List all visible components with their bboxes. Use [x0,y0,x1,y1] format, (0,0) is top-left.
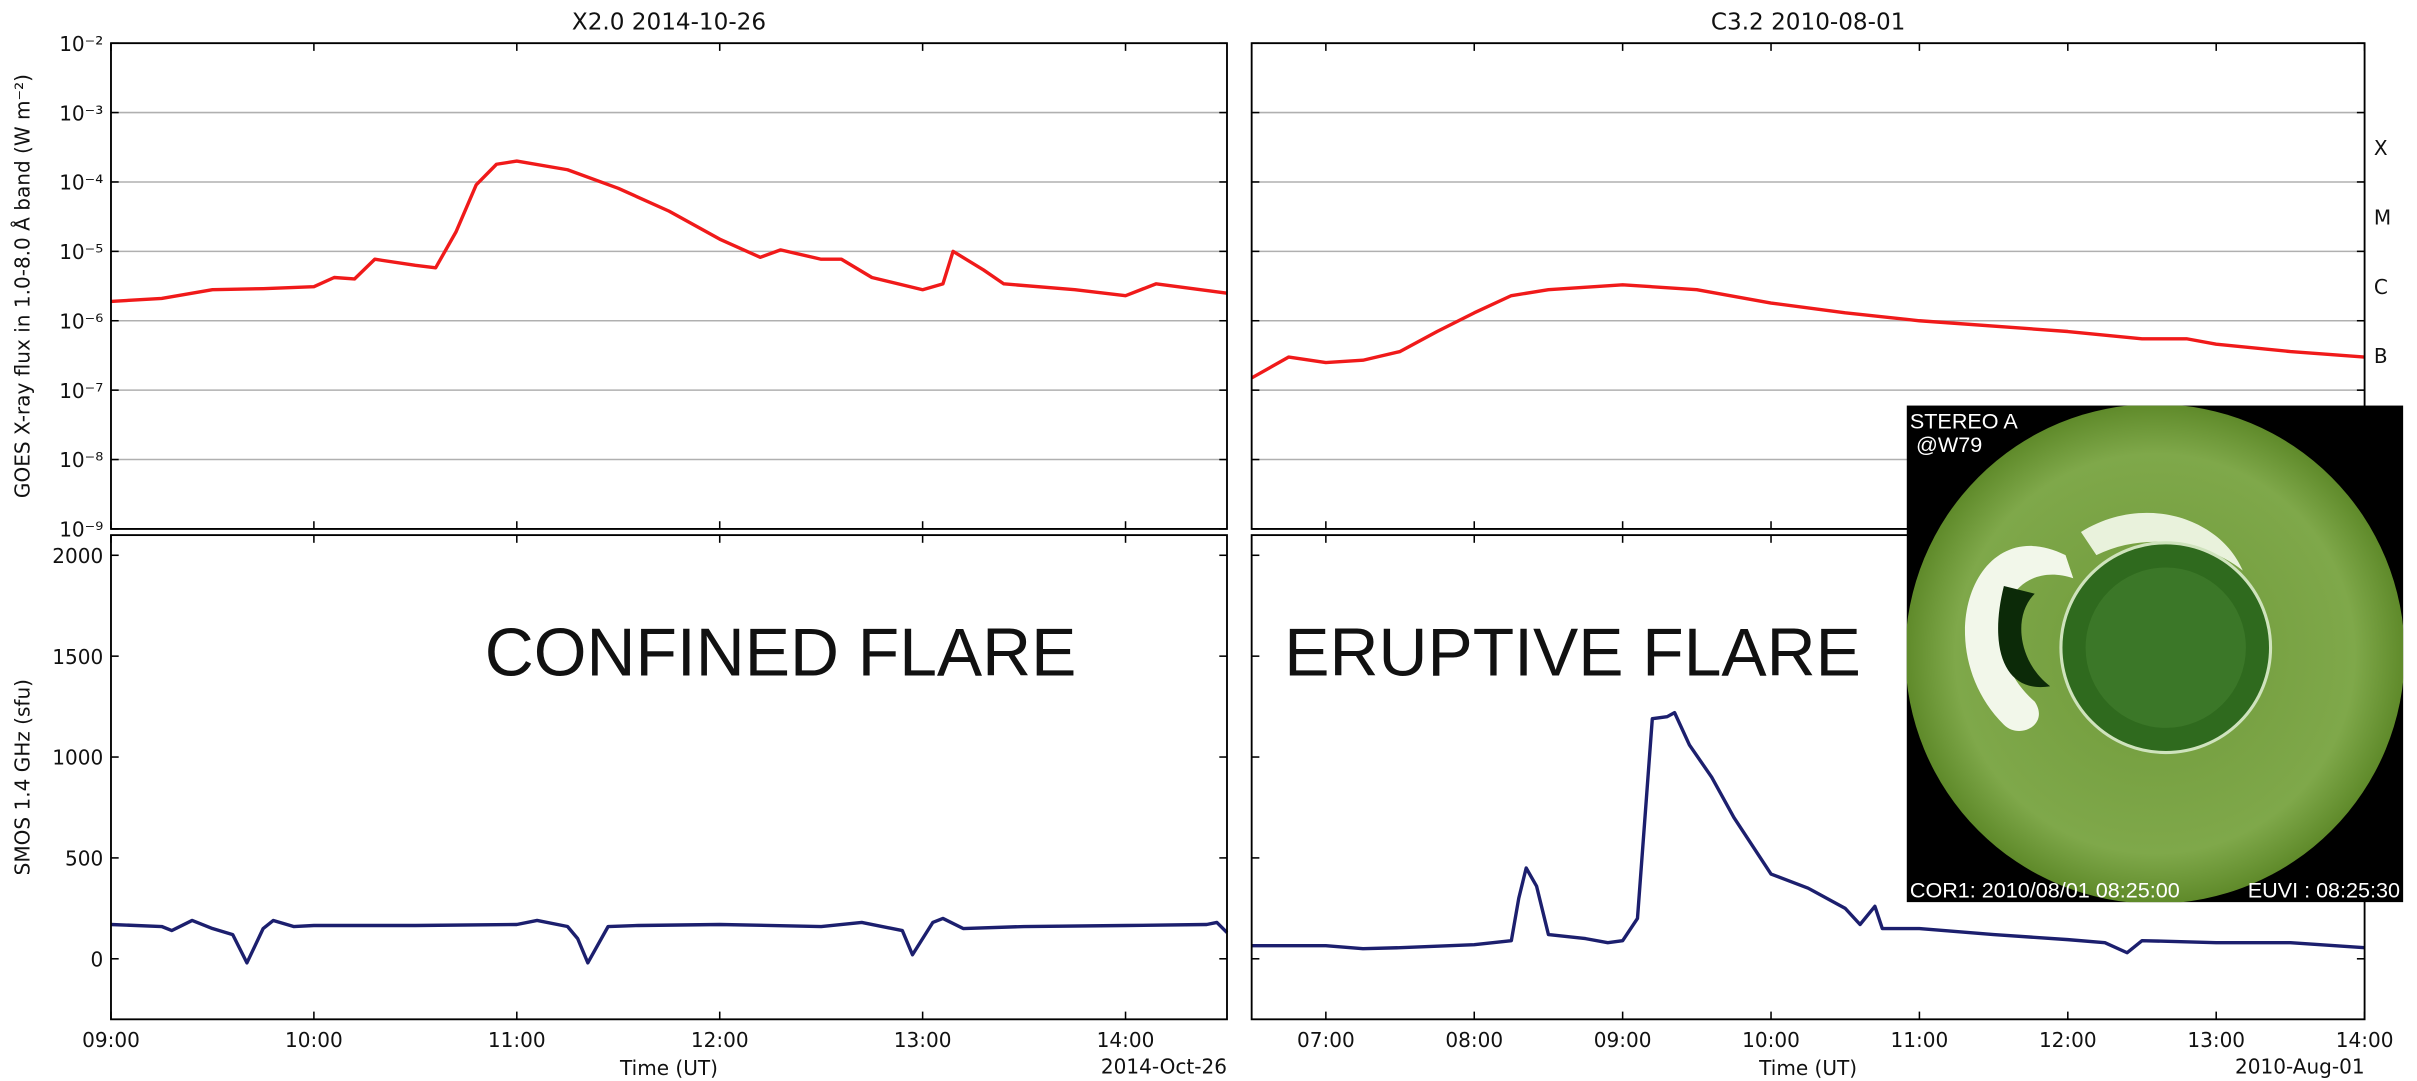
date-label: 2010-Aug-01 [2235,1054,2365,1078]
x-tick-label: 14:00 [1097,1028,1155,1052]
inset-cor1: COR1: 2010/08/01 08:25:00 [1910,877,2180,902]
x-tick-label: 12:00 [2039,1028,2097,1052]
x-tick-label: 12:00 [691,1028,749,1052]
x-tick-label: 08:00 [1445,1028,1503,1052]
y-tick-label: 1500 [52,645,103,669]
y-tick-label: 1000 [52,746,103,770]
y-tick-label: 500 [65,847,103,871]
x-tick-label: 10:00 [1742,1028,1800,1052]
cme-cavity [1998,585,2051,688]
inset-position: @W79 [1916,432,1982,457]
panel-title: C3.2 2010-08-01 [1711,9,1906,35]
x-tick-label: 10:00 [285,1028,343,1052]
flare-annotation: ERUPTIVE FLARE [1284,615,1861,690]
plot-frame [1250,42,2366,530]
y-tick-label: 10⁻⁶ [59,309,103,333]
x-axis-label: Time (UT) [619,1056,718,1080]
y-axis-label: GOES X-ray flux in 1.0-8.0 Å band (W m⁻²… [10,74,34,498]
plot-frame [110,534,1228,1021]
y-tick-label: 10⁻⁴ [59,171,103,195]
y-tick-label: 10⁻⁸ [59,448,103,472]
data-line [1250,283,2365,380]
y2-tick-label: C [2374,275,2388,299]
flare-annotation: CONFINED FLARE [485,615,1077,690]
x-tick-label: 13:00 [2187,1028,2245,1052]
y2-tick-label: M [2374,205,2391,229]
y-tick-label: 10⁻³ [59,101,103,125]
y2-tick-label: B [2374,344,2388,368]
data-line [110,916,1229,965]
y-tick-label: 0 [91,947,104,971]
coronagraph-inset: STEREO A @W79 COR1: 2010/08/01 08:25:00 … [1906,405,2404,902]
plot-frame [110,42,1228,530]
x-tick-label: 09:00 [82,1028,140,1052]
inset-euvi: EUVI : 08:25:30 [2248,877,2400,902]
date-label: 2014-Oct-26 [1101,1054,1227,1078]
euvi-disk [2085,567,2246,728]
x-tick-label: 11:00 [1891,1028,1949,1052]
y-tick-label: 10⁻² [59,32,103,56]
y2-tick-label: X [2374,136,2388,160]
y-tick-label: 10⁻⁹ [59,518,103,542]
x-tick-label: 13:00 [894,1028,952,1052]
x-tick-label: 09:00 [1594,1028,1652,1052]
cme-front [1964,545,2074,731]
data-line [110,159,1228,304]
y-tick-label: 10⁻⁷ [59,379,103,403]
data-line [1251,710,2365,955]
y-tick-label: 2000 [52,544,103,568]
x-axis-label: Time (UT) [1758,1056,1857,1080]
charts: 10⁻⁹ 10⁻⁸ 10⁻⁷ 10⁻⁶ 10⁻⁵ 10⁻⁴ 10⁻³ 10⁻² X2.0 201… [10,9,2393,1080]
y-tick-label: 10⁻⁵ [59,240,103,264]
y-axis-label: SMOS 1.4 GHz (sfu) [10,679,34,875]
panel-title: X2.0 2014-10-26 [572,9,766,35]
inset-instrument: STEREO A [1910,409,2019,434]
x-tick-label: 14:00 [2336,1028,2394,1052]
x-tick-label: 11:00 [488,1028,546,1052]
x-tick-label: 07:00 [1297,1028,1355,1052]
